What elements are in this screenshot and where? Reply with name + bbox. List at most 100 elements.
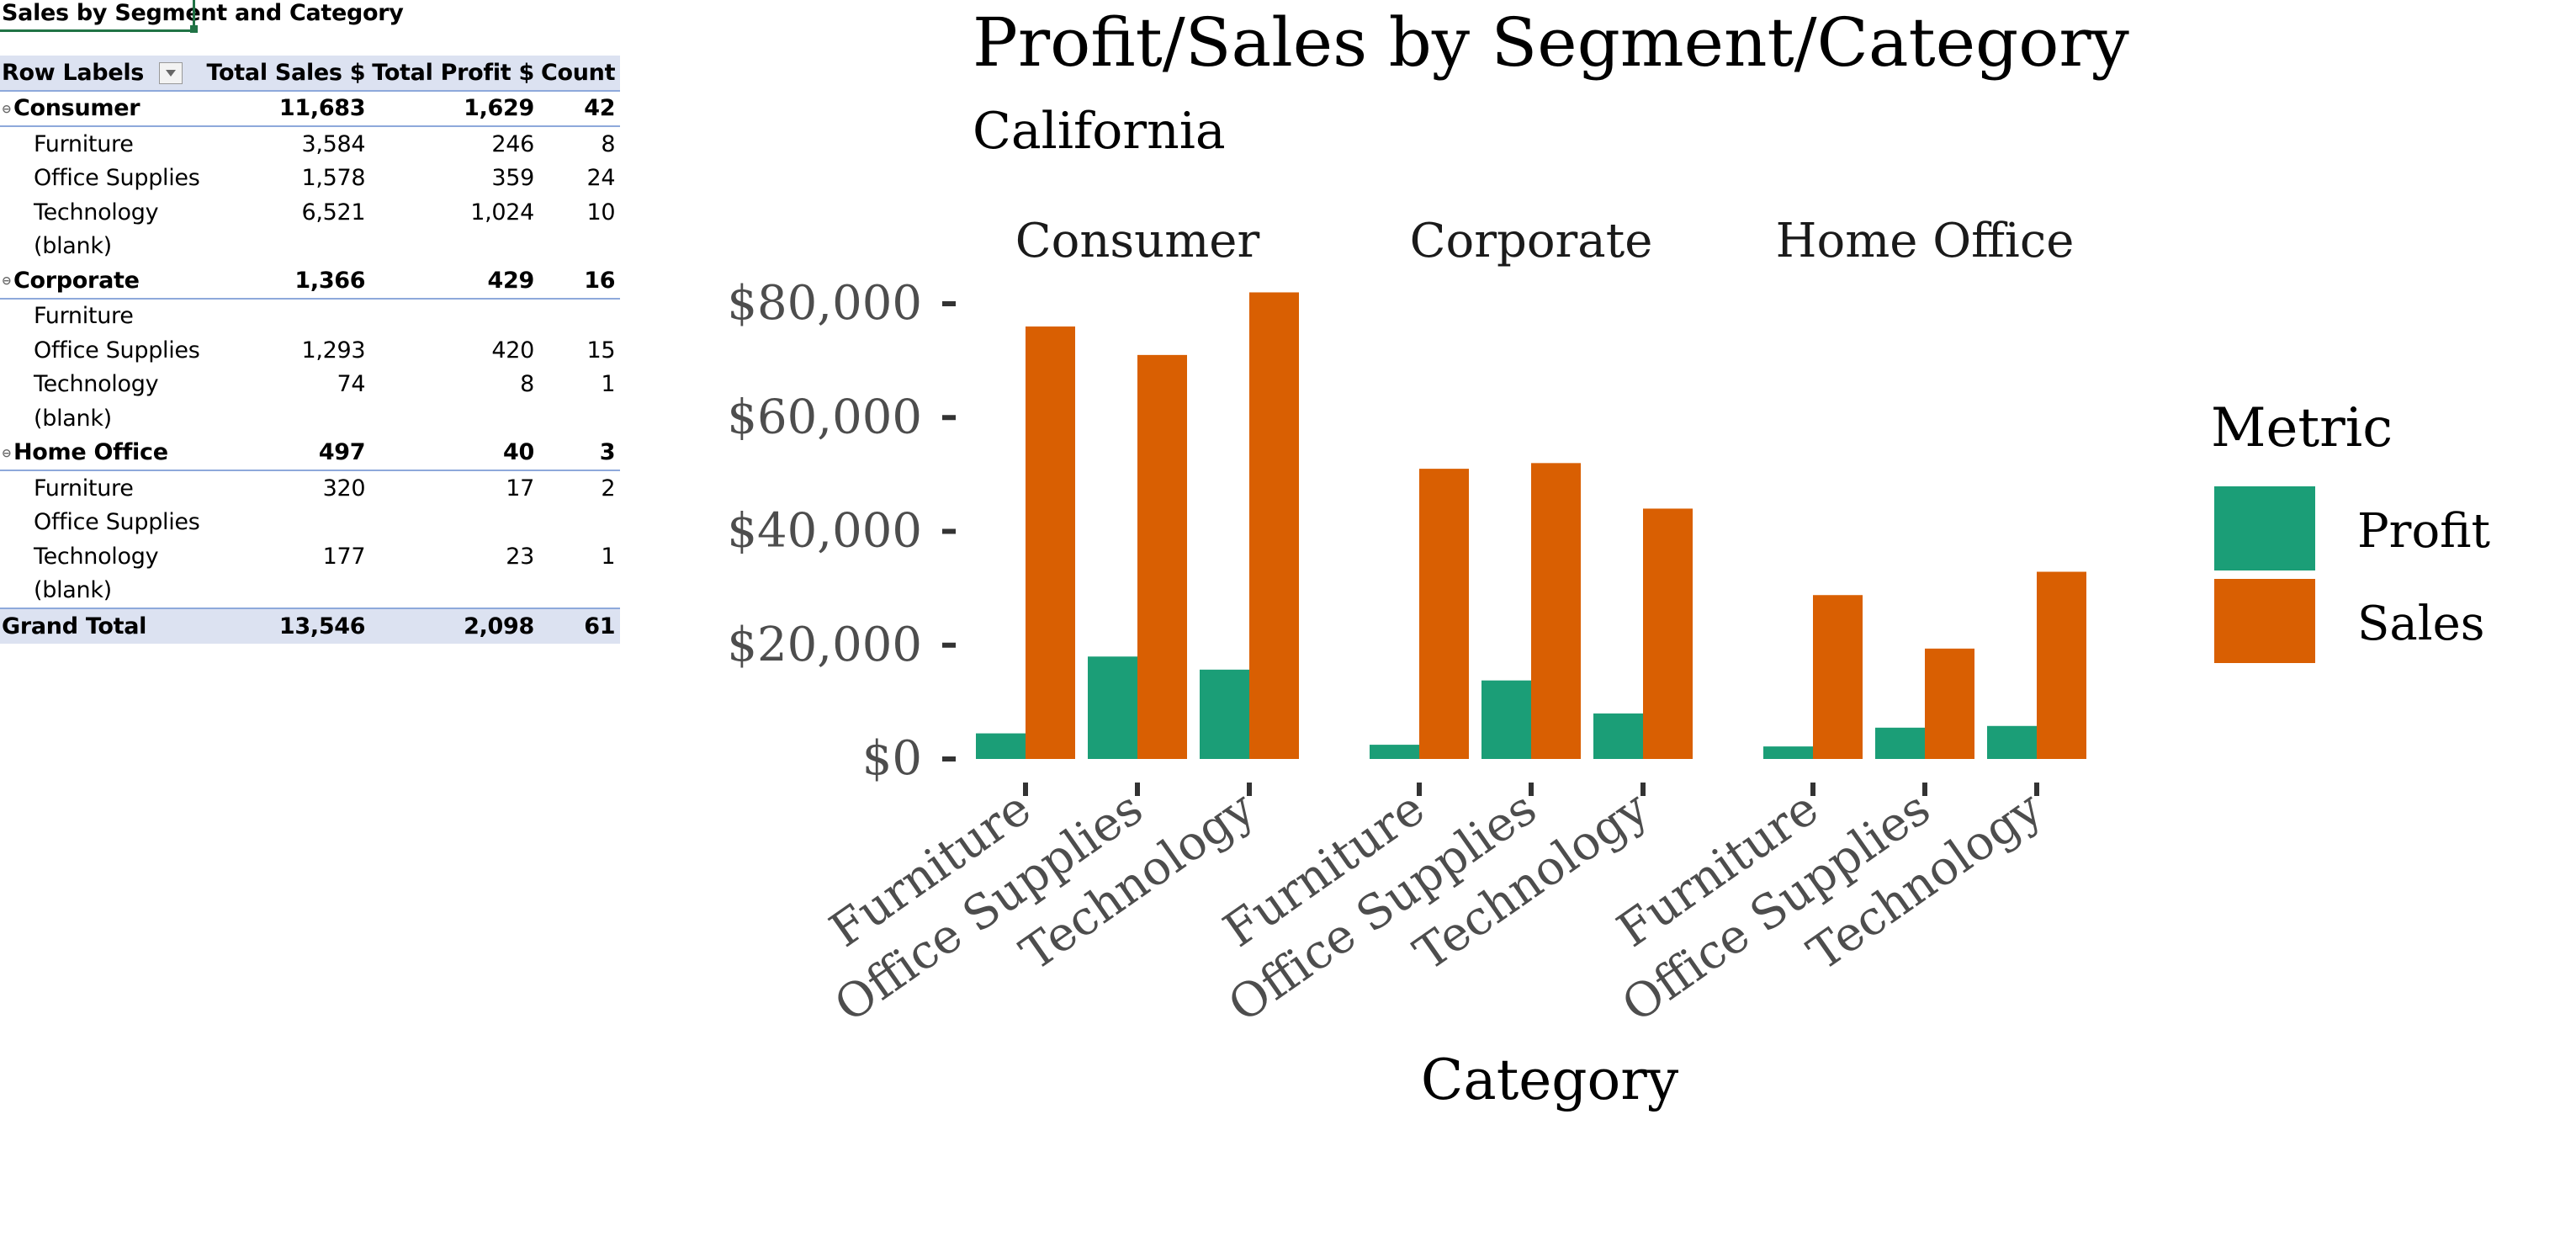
cell-sales[interactable]: 74 xyxy=(337,371,366,398)
row-label[interactable]: Furniture xyxy=(0,470,205,506)
cell-count[interactable]: 8 xyxy=(601,130,616,157)
pivot-title: Sales by Segment and Category xyxy=(2,0,404,26)
cell-profit[interactable] xyxy=(370,401,539,436)
selected-cell[interactable] xyxy=(0,0,195,32)
row-label[interactable]: (blank) xyxy=(0,230,205,264)
cell-count[interactable] xyxy=(539,574,620,609)
cell-profit[interactable]: 420 xyxy=(491,337,534,363)
cell-sales[interactable] xyxy=(205,299,371,334)
cell-count[interactable] xyxy=(539,506,620,540)
pivot-row[interactable]: Office Supplies 1,578 359 24 xyxy=(0,162,620,196)
cell-sales[interactable]: 6,521 xyxy=(301,199,366,226)
row-label[interactable]: Office Supplies xyxy=(0,162,205,196)
cell-profit[interactable]: 246 xyxy=(491,130,534,157)
row-label[interactable]: (blank) xyxy=(0,401,205,436)
total-profit[interactable]: 2,098 xyxy=(370,608,539,644)
pivot-group-row[interactable]: ⊖Home Office 497 40 3 xyxy=(0,435,621,471)
cell-count[interactable]: 1 xyxy=(601,371,616,398)
cell-profit[interactable]: 359 xyxy=(491,165,534,192)
grand-total-row[interactable]: Grand Total 13,546 2,098 61 xyxy=(0,608,621,644)
header-count[interactable]: Count xyxy=(539,56,621,92)
cell-sales[interactable] xyxy=(205,401,371,436)
row-label[interactable]: ⊖Corporate xyxy=(0,263,205,300)
cell-count[interactable]: 24 xyxy=(586,165,616,192)
cell-sales[interactable]: 320 xyxy=(322,475,366,501)
cell-count[interactable] xyxy=(539,230,620,264)
cell-sales[interactable] xyxy=(205,574,371,609)
cell-profit[interactable]: 1,629 xyxy=(370,90,539,127)
row-label[interactable]: Technology xyxy=(0,539,205,574)
total-sales[interactable]: 13,546 xyxy=(204,608,371,644)
cell-profit[interactable]: 429 xyxy=(370,263,539,300)
cell-profit[interactable]: 17 xyxy=(506,475,534,501)
pivot-row[interactable]: Furniture 320 17 2 xyxy=(0,470,620,506)
cell-count[interactable]: 42 xyxy=(539,90,621,127)
pivot-row[interactable]: Technology 74 8 1 xyxy=(0,368,620,402)
row-label[interactable]: Furniture xyxy=(0,126,205,162)
cell-profit[interactable]: 8 xyxy=(520,371,534,398)
bar-profit xyxy=(1763,746,1813,759)
cell-profit[interactable]: 23 xyxy=(506,543,534,570)
pivot-group-row[interactable]: ⊖Corporate 1,366 429 16 xyxy=(0,263,621,300)
pivot-row[interactable]: (blank) xyxy=(0,574,620,609)
total-count[interactable]: 61 xyxy=(539,608,621,644)
cell-profit[interactable]: 1,024 xyxy=(470,199,534,226)
cell-count[interactable]: 3 xyxy=(539,435,621,471)
cell-sales[interactable]: 11,683 xyxy=(204,90,371,127)
cell-profit[interactable] xyxy=(370,574,539,609)
row-label[interactable]: Grand Total xyxy=(0,608,205,644)
cell-count[interactable] xyxy=(539,401,620,436)
collapse-icon[interactable]: ⊖ xyxy=(2,102,12,116)
row-label[interactable]: Technology xyxy=(0,368,205,402)
cell-count[interactable]: 15 xyxy=(586,337,616,363)
pivot-group-row[interactable]: ⊖Consumer 11,683 1,629 42 xyxy=(0,90,621,127)
cell-count[interactable]: 16 xyxy=(539,263,621,300)
pivot-row[interactable]: Furniture 3,584 246 8 xyxy=(0,126,620,162)
cell-sales[interactable] xyxy=(205,230,371,264)
y-tick-label: $20,000 xyxy=(727,618,922,672)
legend-swatch-sales xyxy=(2214,579,2315,663)
pivot-row[interactable]: Office Supplies 1,293 420 15 xyxy=(0,333,620,368)
fill-handle[interactable] xyxy=(190,25,198,33)
row-label[interactable]: Technology xyxy=(0,195,205,230)
row-label-text: (blank) xyxy=(34,233,112,260)
cell-count[interactable]: 10 xyxy=(586,199,616,226)
pivot-row[interactable]: (blank) xyxy=(0,230,620,264)
y-tick-label: $60,000 xyxy=(727,390,922,444)
cell-profit[interactable] xyxy=(370,506,539,540)
pivot-row[interactable]: (blank) xyxy=(0,401,620,436)
row-label[interactable]: Office Supplies xyxy=(0,333,205,368)
row-label[interactable]: ⊖Consumer xyxy=(0,90,205,127)
cell-profit[interactable]: 40 xyxy=(370,435,539,471)
cell-sales[interactable]: 1,578 xyxy=(301,165,366,192)
cell-sales[interactable]: 1,366 xyxy=(204,263,371,300)
cell-sales[interactable] xyxy=(205,506,371,540)
row-label[interactable]: (blank) xyxy=(0,574,205,609)
cell-sales[interactable]: 177 xyxy=(322,543,366,570)
cell-count[interactable]: 1 xyxy=(601,543,616,570)
pivot-row[interactable]: Technology 6,521 1,024 10 xyxy=(0,195,620,230)
cell-profit[interactable] xyxy=(370,299,539,334)
cell-sales[interactable]: 1,293 xyxy=(301,337,366,363)
collapse-icon[interactable]: ⊖ xyxy=(2,446,12,460)
cell-sales[interactable]: 3,584 xyxy=(301,130,366,157)
cell-count[interactable] xyxy=(539,299,620,334)
pivot-row[interactable]: Furniture xyxy=(0,299,620,334)
bar-sales xyxy=(1026,326,1075,759)
row-label[interactable]: ⊖Home Office xyxy=(0,435,205,471)
bar-sales xyxy=(2037,571,2086,759)
filter-dropdown-icon[interactable] xyxy=(159,62,183,85)
cell-profit[interactable] xyxy=(370,230,539,264)
header-total-profit[interactable]: Total Profit $ xyxy=(370,56,539,92)
legend: Metric Profit Sales xyxy=(2211,397,2491,663)
header-total-sales[interactable]: Total Sales $ xyxy=(204,56,371,92)
header-row-labels[interactable]: Row Labels xyxy=(0,56,205,92)
cell-sales[interactable]: 497 xyxy=(204,435,371,471)
row-label[interactable]: Office Supplies xyxy=(0,506,205,540)
collapse-icon[interactable]: ⊖ xyxy=(2,274,12,289)
pivot-row[interactable]: Technology 177 23 1 xyxy=(0,539,620,574)
y-axis: $0 $20,000 $40,000 $60,000 $80,000 xyxy=(727,276,956,786)
pivot-row[interactable]: Office Supplies xyxy=(0,506,620,540)
row-label[interactable]: Furniture xyxy=(0,299,205,334)
cell-count[interactable]: 2 xyxy=(601,475,616,501)
